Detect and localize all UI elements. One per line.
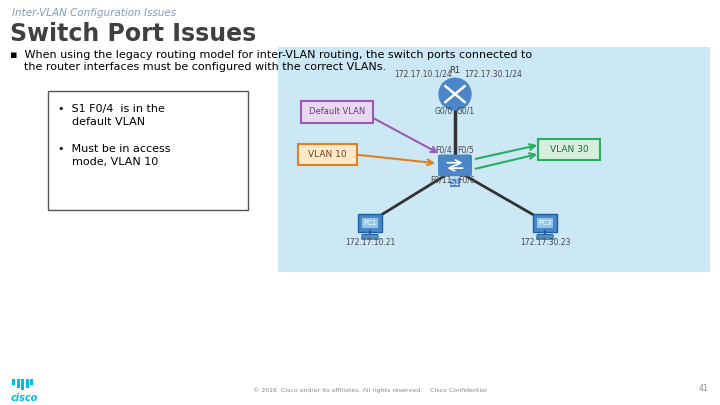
Text: ▪  When using the legacy routing model for inter-VLAN routing, the switch ports : ▪ When using the legacy routing model fo… [10, 49, 532, 60]
FancyBboxPatch shape [301, 101, 373, 123]
Text: VLAN 10: VLAN 10 [307, 150, 346, 159]
Text: G0/1: G0/1 [457, 107, 475, 116]
Text: PC3: PC3 [539, 220, 552, 226]
Text: G0/0: G0/0 [435, 107, 453, 116]
Text: S1: S1 [450, 178, 460, 187]
Text: F0/4: F0/4 [436, 145, 452, 155]
Text: 172.17.30.23: 172.17.30.23 [520, 238, 570, 247]
FancyBboxPatch shape [21, 379, 24, 390]
Text: cisco: cisco [10, 393, 37, 403]
Text: © 2016  Cisco and/or its affiliates. All rights reserved.    Cisco Confidential: © 2016 Cisco and/or its affiliates. All … [253, 388, 487, 393]
FancyBboxPatch shape [17, 379, 19, 388]
Text: F0/11: F0/11 [431, 175, 451, 184]
FancyBboxPatch shape [12, 379, 15, 385]
Text: R1: R1 [449, 66, 461, 75]
Text: Default VLAN: Default VLAN [309, 107, 365, 116]
Text: 41: 41 [698, 384, 708, 393]
FancyBboxPatch shape [361, 235, 379, 240]
Text: Inter-VLAN Configuration Issues: Inter-VLAN Configuration Issues [12, 8, 176, 18]
Text: VLAN 30: VLAN 30 [549, 145, 588, 154]
Circle shape [439, 78, 471, 110]
Text: mode, VLAN 10: mode, VLAN 10 [58, 156, 158, 166]
FancyBboxPatch shape [25, 379, 29, 388]
Text: 172.17.10.1/24: 172.17.10.1/24 [394, 69, 452, 78]
FancyBboxPatch shape [536, 235, 554, 240]
FancyBboxPatch shape [358, 214, 382, 232]
Text: PC1: PC1 [364, 220, 377, 226]
Text: default VLAN: default VLAN [58, 117, 145, 127]
Text: F0/5: F0/5 [458, 145, 474, 155]
Text: •  Must be in access: • Must be in access [58, 144, 171, 153]
Text: 172.17.30.1/24: 172.17.30.1/24 [464, 69, 522, 78]
FancyBboxPatch shape [438, 155, 472, 176]
FancyBboxPatch shape [278, 47, 710, 273]
Text: •  S1 F0/4  is in the: • S1 F0/4 is in the [58, 104, 165, 114]
FancyBboxPatch shape [538, 139, 600, 160]
FancyBboxPatch shape [48, 91, 248, 210]
Text: 172.17.10.21: 172.17.10.21 [345, 238, 395, 247]
FancyBboxPatch shape [30, 379, 33, 385]
Text: the router interfaces must be configured with the correct VLANs.: the router interfaces must be configured… [10, 62, 386, 72]
Text: Switch Port Issues: Switch Port Issues [10, 22, 256, 46]
FancyBboxPatch shape [537, 218, 553, 228]
Text: F0/6: F0/6 [459, 175, 475, 184]
FancyBboxPatch shape [533, 214, 557, 232]
FancyBboxPatch shape [362, 218, 378, 228]
FancyBboxPatch shape [298, 144, 357, 165]
